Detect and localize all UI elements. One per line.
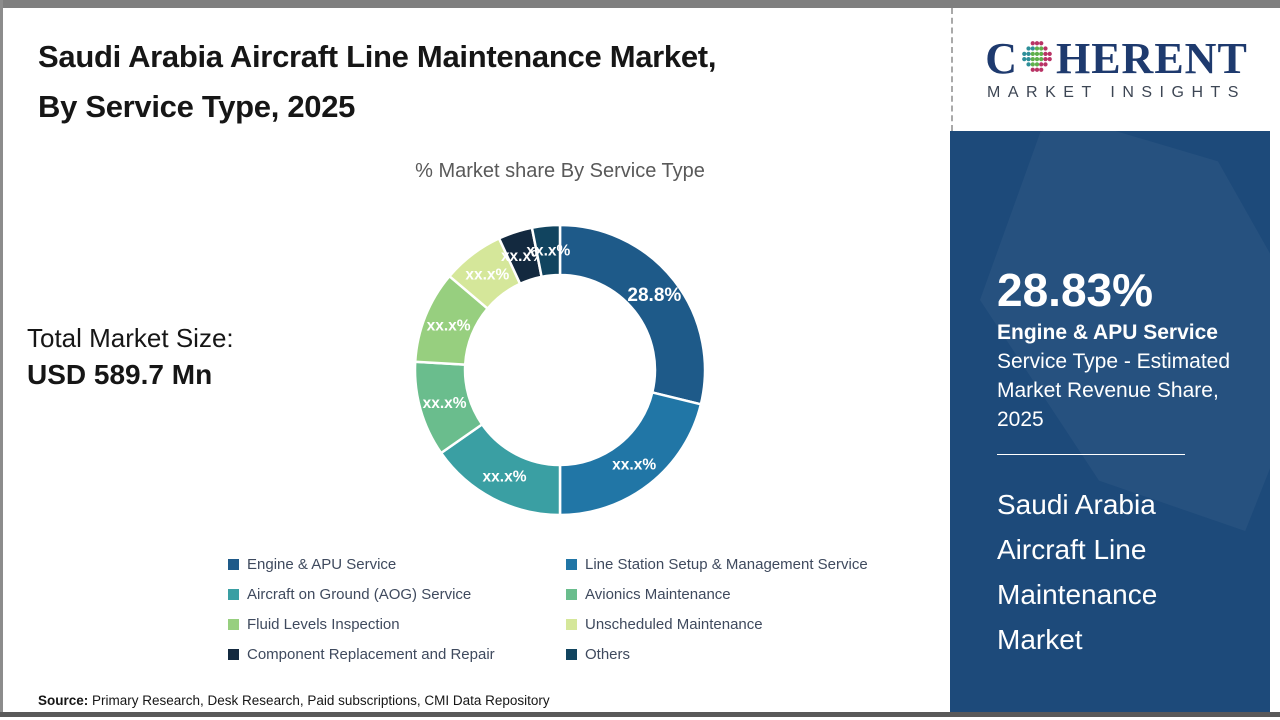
legend-item: Aircraft on Ground (AOG) Service — [228, 586, 566, 603]
brand-logo-wordmark: C HERENT — [985, 37, 1248, 81]
dotted-globe-icon — [1022, 41, 1052, 72]
legend-label: Unscheduled Maintenance — [585, 616, 763, 633]
highlight-percentage: 28.83% — [997, 264, 1154, 316]
legend-label: Avionics Maintenance — [585, 586, 731, 603]
panel-divider — [997, 454, 1185, 455]
total-market-size: Total Market Size: USD 589.7 Mn — [27, 323, 234, 391]
donut-segment-label: xx.x% — [465, 267, 509, 284]
donut-segment — [558, 223, 707, 406]
donut-segment-label: xx.x% — [483, 468, 527, 485]
legend-item: Component Replacement and Repair — [228, 646, 566, 663]
legend-item: Engine & APU Service — [228, 556, 566, 573]
legend-label: Component Replacement and Repair — [247, 646, 495, 663]
donut-segment — [530, 223, 562, 279]
legend-swatch — [566, 649, 577, 660]
legend-item: Fluid Levels Inspection — [228, 616, 566, 633]
top-border-bar — [0, 0, 1280, 8]
page-title: Saudi Arabia Aircraft Line Maintenance M… — [38, 32, 918, 132]
legend-label: Others — [585, 646, 631, 663]
highlight-description: Service Type - Estimated Market Revenue … — [997, 350, 1231, 431]
market-name: Saudi Arabia Aircraft Line Maintenance M… — [997, 489, 1158, 655]
legend-swatch — [566, 559, 577, 570]
donut-chart: 28.8% xx.x% xx.x% xx.x% xx.x% xx.x% xx.x% xx.x% — [410, 220, 710, 520]
source-label: Source: — [38, 693, 89, 708]
legend-item: Avionics Maintenance — [566, 586, 928, 603]
legend-swatch — [566, 589, 577, 600]
legend-label: Fluid Levels Inspection — [247, 616, 400, 633]
donut-segment-label: xx.x% — [423, 395, 467, 412]
legend-item: Line Station Setup & Management Service — [566, 556, 928, 573]
source-text: Primary Research, Desk Research, Paid su… — [88, 693, 550, 708]
total-market-size-label: Total Market Size: — [27, 323, 234, 353]
logo-word-end: HERENT — [1055, 34, 1248, 83]
page-title-line2: By Service Type, 2025 — [38, 89, 356, 124]
legend-item: Unscheduled Maintenance — [566, 616, 928, 633]
donut-chart-svg: 28.8%xx.x%xx.x%xx.x%xx.x%xx.x%xx.x%xx.x% — [413, 223, 707, 517]
brand-logo-tagline: MARKET INSIGHTS — [987, 84, 1246, 101]
donut-segment-label: 28.8% — [627, 285, 681, 306]
brand-logo: C HERENT MARKET INSIGHTS — [951, 8, 1280, 131]
page-title-line1: Saudi Arabia Aircraft Line Maintenance M… — [38, 39, 717, 74]
donut-segment-label: xx.x% — [612, 456, 656, 473]
donut-segment-label: xx.x% — [526, 243, 570, 260]
legend-swatch — [228, 559, 239, 570]
legend-label: Engine & APU Service — [247, 556, 397, 573]
highlight-panel: 28.83% Engine & APU Service Service Type… — [950, 131, 1270, 712]
source-note: Source: Primary Research, Desk Research,… — [38, 693, 550, 708]
logo-word-start: C — [985, 34, 1018, 83]
legend-swatch — [228, 619, 239, 630]
chart-legend: Engine & APU Service Line Station Setup &… — [228, 556, 928, 663]
total-market-size-value: USD 589.7 Mn — [27, 359, 213, 390]
legend-label: Aircraft on Ground (AOG) Service — [247, 586, 472, 603]
donut-segment — [558, 391, 703, 517]
legend-label: Line Station Setup & Management Service — [585, 556, 868, 573]
legend-swatch — [228, 649, 239, 660]
highlight-segment: Engine & APU Service — [997, 321, 1218, 344]
donut-segment-label: xx.x% — [501, 248, 545, 265]
bottom-border-bar — [0, 712, 1280, 717]
chart-title: % Market share By Service Type — [415, 160, 705, 182]
left-border-bar — [0, 0, 3, 716]
legend-swatch — [566, 619, 577, 630]
donut-segment-label: xx.x% — [427, 317, 471, 334]
legend-item: Others — [566, 646, 928, 663]
legend-swatch — [228, 589, 239, 600]
